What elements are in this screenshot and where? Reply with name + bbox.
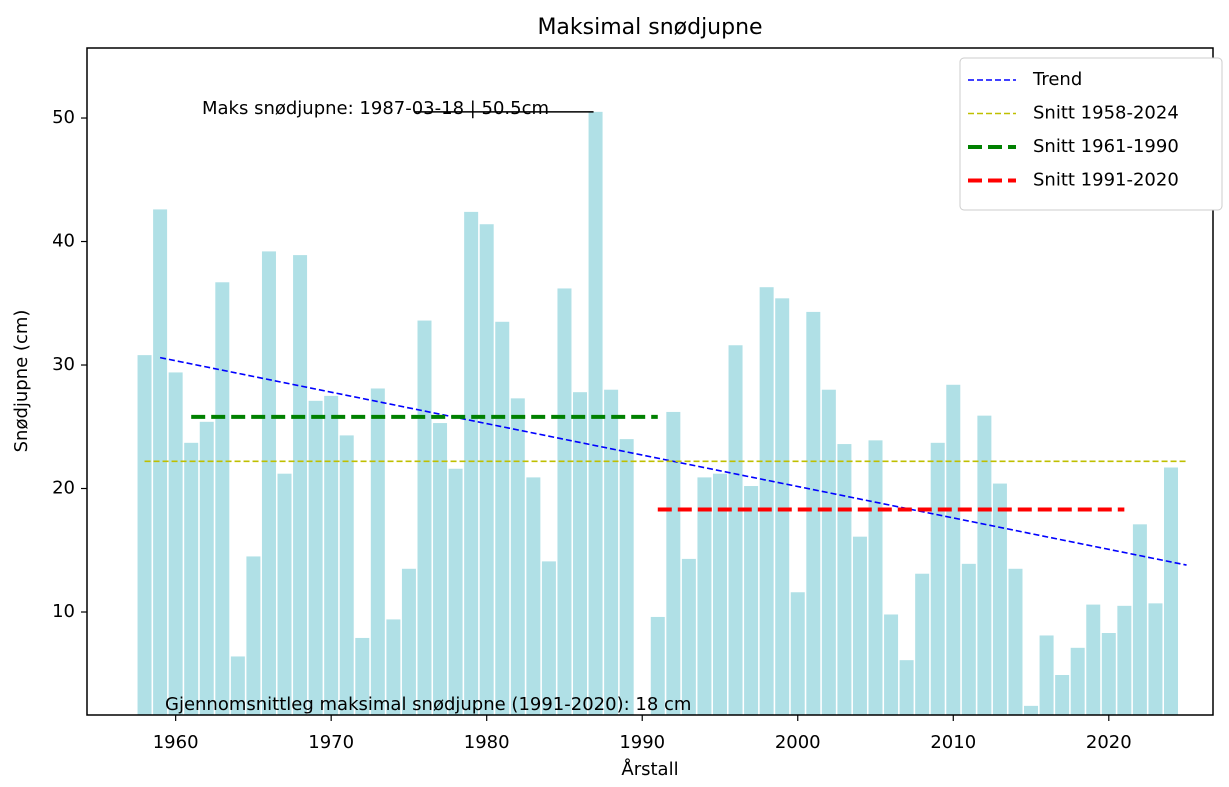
chart-title: Maksimal snødjupne: [537, 15, 762, 40]
bar: [837, 444, 852, 715]
bar: [790, 592, 805, 715]
bar: [759, 287, 774, 715]
bar: [697, 477, 712, 715]
bar: [806, 311, 821, 715]
bar: [168, 372, 183, 715]
bar: [386, 619, 401, 715]
x-tick-label: 1990: [619, 732, 665, 753]
bar: [946, 384, 961, 715]
bar: [899, 660, 914, 715]
bar: [246, 556, 261, 715]
bar: [324, 395, 339, 715]
bar: [604, 389, 619, 715]
x-tick-label: 1970: [308, 732, 354, 753]
y-tick-label: 20: [52, 478, 75, 499]
annotation: Gjennomsnittleg maksimal snødjupne (1991…: [165, 694, 691, 715]
bar: [619, 439, 634, 715]
bar: [526, 477, 541, 715]
x-tick-label: 2010: [930, 732, 976, 753]
bar: [1117, 605, 1132, 715]
bar: [1101, 632, 1116, 715]
legend-label: Snitt 1991-2020: [1033, 170, 1179, 191]
bar: [510, 398, 525, 715]
x-axis-label: Årstall: [621, 758, 678, 780]
bar: [1055, 674, 1070, 715]
bar: [884, 614, 899, 715]
bar: [1086, 604, 1101, 715]
bar: [308, 400, 323, 715]
bar: [573, 392, 588, 715]
bar: [712, 473, 727, 715]
bar: [277, 473, 292, 715]
bar: [1039, 635, 1054, 715]
annotation: Maks snødjupne: 1987-03-18 | 50.5cm: [202, 98, 549, 119]
bar: [961, 563, 976, 715]
line: [159, 356, 1187, 566]
bar: [1148, 603, 1163, 715]
bar: [681, 558, 696, 715]
bar: [464, 211, 479, 715]
bar: [199, 421, 214, 715]
bar: [293, 255, 308, 715]
bar: [1008, 568, 1023, 715]
bar: [479, 224, 494, 716]
bar: [1024, 705, 1039, 715]
bar: [666, 411, 681, 715]
bar: [355, 637, 370, 715]
y-tick-label: 30: [52, 354, 75, 375]
x-tick-label: 1960: [153, 732, 199, 753]
bar: [417, 320, 432, 715]
bar: [541, 561, 556, 715]
bar: [557, 288, 572, 715]
x-tick-label: 2020: [1086, 732, 1132, 753]
bar: [261, 251, 276, 715]
bar: [1132, 524, 1147, 715]
bar: [977, 415, 992, 715]
bar: [370, 388, 385, 715]
bar: [930, 442, 945, 715]
bar: [339, 435, 354, 715]
bar: [495, 321, 510, 715]
bar: [215, 282, 230, 715]
legend-label: Trend: [1032, 69, 1082, 90]
bar: [744, 486, 759, 715]
plot-frame: [86, 47, 1214, 716]
bar: [588, 111, 603, 716]
bar: [1070, 647, 1085, 715]
y-tick-label: 40: [52, 231, 75, 252]
bar: [821, 389, 836, 715]
bar: [650, 616, 665, 715]
bar: [448, 468, 463, 715]
legend-label: Snitt 1958-2024: [1033, 103, 1179, 124]
bar: [992, 483, 1007, 715]
bar: [728, 345, 743, 715]
bar: [230, 656, 245, 715]
bar: [153, 209, 168, 715]
bar: [915, 573, 930, 715]
bar: [184, 442, 199, 715]
y-tick-label: 50: [52, 107, 75, 128]
bar: [868, 440, 883, 715]
x-tick-label: 1980: [464, 732, 510, 753]
bar: [137, 355, 152, 715]
y-tick-label: 10: [52, 601, 75, 622]
bar: [433, 423, 448, 715]
bar: [852, 536, 867, 715]
legend-label: Snitt 1961-1990: [1033, 136, 1179, 157]
bar: [1164, 467, 1179, 715]
bar: [401, 568, 416, 715]
bar: [775, 298, 790, 715]
legend-box: [959, 57, 1223, 211]
y-axis-label: Snødjupne (cm): [11, 310, 32, 453]
x-tick-label: 2000: [775, 732, 821, 753]
